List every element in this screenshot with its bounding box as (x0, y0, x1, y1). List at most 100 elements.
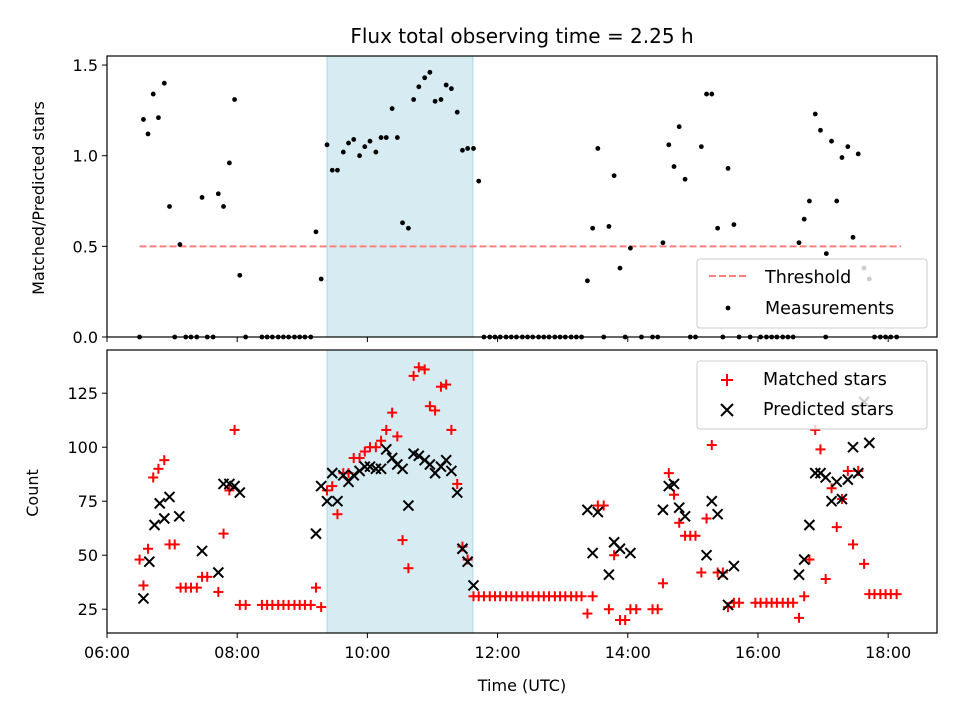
predicted-point (234, 486, 246, 499)
measurement-point (807, 198, 812, 204)
measurements-legend-label: Measurements (765, 299, 894, 319)
matched-point (413, 362, 424, 373)
bottom-xtick-label: 08:00 (214, 643, 260, 662)
matched-point (240, 599, 251, 610)
predicted-point-b (608, 536, 620, 548)
matched-point (788, 597, 799, 608)
predicted-point (798, 553, 810, 566)
measurement-point (177, 242, 183, 247)
predicted-point-b (614, 543, 626, 555)
bottom-legend: Matched stars Predicted stars (696, 360, 928, 430)
predicted-point-b (424, 458, 436, 471)
measurement-point (438, 97, 444, 102)
measurement-point (471, 146, 476, 151)
measurement-point (611, 173, 617, 179)
top-plot-area: 0.0 0.5 1.0 1.5 (73, 55, 938, 347)
measurement-point (161, 80, 167, 86)
predicted-point-b (803, 519, 816, 531)
predicted-point (586, 547, 599, 559)
matched-point (419, 364, 430, 375)
matched-point (376, 435, 387, 446)
bottom-xtick-label: 12:00 (475, 643, 521, 662)
predicted-point-b (143, 556, 156, 568)
predicted-point-b (163, 491, 176, 503)
measurement-point (676, 124, 682, 130)
matched-point (359, 446, 370, 457)
matched-point (799, 591, 810, 602)
predicted-point (461, 556, 474, 568)
matched-point (598, 500, 609, 511)
matched-point (138, 580, 149, 591)
matched-point (674, 517, 685, 528)
measurement-point (406, 225, 411, 231)
predicted-point (711, 508, 724, 520)
predicted-point (803, 519, 816, 531)
measurement-point (617, 265, 623, 271)
predicted-point (148, 519, 161, 531)
predicted-point (717, 568, 729, 581)
predicted-point-b (825, 495, 838, 507)
predicted-point-b (673, 501, 685, 514)
predicted-point (603, 568, 615, 581)
predicted-point (154, 497, 166, 510)
measurement-point (389, 106, 395, 111)
chart-title: Flux total observing time = 2.25 h (350, 24, 693, 48)
predicted-point-b (700, 549, 713, 561)
bottom-legend-box (696, 360, 928, 430)
measurement-point (215, 191, 221, 197)
measurement-point (232, 97, 237, 102)
measurement-point (812, 111, 818, 117)
measurement-point (454, 109, 460, 115)
top-ytick-label: 1.5 (73, 56, 98, 75)
matched-point (696, 567, 707, 578)
predicted-point (424, 458, 436, 471)
predicted-point (370, 463, 382, 475)
predicted-point (819, 471, 832, 484)
matched-point (631, 604, 642, 615)
measurements-legend-marker (725, 305, 731, 311)
predicted-point (163, 491, 176, 503)
measurement-point (324, 142, 330, 148)
measurement-point (834, 198, 840, 204)
top-ytick-label: 1.0 (73, 147, 98, 166)
predicted-point-b (359, 460, 371, 473)
matched-point (734, 597, 745, 608)
bottom-plot-area: 06:00 08:00 10:00 12:00 14:00 16:00 18:00 25 50 7… (67, 349, 938, 662)
matched-point (305, 599, 316, 610)
measurement-point (237, 272, 243, 278)
bottom-ytick-label: 25 (78, 600, 98, 619)
matched-point (143, 543, 154, 554)
measurement-point (796, 240, 802, 246)
predicted-point (212, 566, 225, 579)
matched-legend-label: Matched stars (763, 370, 887, 390)
matched-point (891, 589, 902, 600)
matched-point (831, 522, 842, 533)
predicted-point (451, 486, 463, 499)
measurement-point (351, 136, 357, 142)
measurement-point (145, 131, 151, 137)
predicted-point (825, 495, 838, 507)
matched-point (690, 530, 701, 541)
top-legend-box (696, 258, 928, 329)
matched-point (403, 563, 414, 574)
predicted-point-b (234, 486, 246, 499)
matched-point (430, 405, 441, 416)
top-axes-frame (106, 55, 938, 338)
measurement-point (725, 166, 731, 171)
measurement-point (318, 276, 324, 282)
predicted-point-b (440, 454, 452, 466)
predicted-point (863, 437, 876, 449)
predicted-point-b (793, 568, 805, 581)
measurement-point (432, 98, 438, 104)
predicted-point-b (581, 504, 594, 516)
measurement-point (340, 149, 346, 155)
measurement-point (422, 75, 428, 81)
predicted-legend-marker (720, 403, 734, 417)
predicted-point (847, 441, 859, 453)
predicted-point (348, 469, 360, 482)
measurement-point (156, 115, 161, 121)
predicted-point-b (370, 463, 382, 475)
predicted-point (331, 495, 344, 507)
